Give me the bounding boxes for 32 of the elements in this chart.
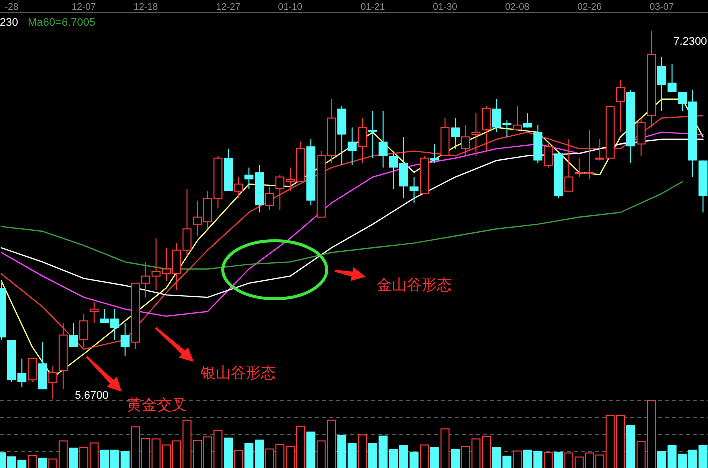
bar [513, 450, 522, 468]
x-tick-label: 01-10 [278, 2, 303, 13]
x-tick-label: 12-27 [216, 2, 241, 13]
annotation: 黄金交叉 [127, 397, 187, 414]
text: Ma60=6.7005 [28, 17, 96, 29]
x-tick-label: -28 [4, 2, 19, 13]
bar [430, 447, 440, 468]
bar [358, 434, 368, 468]
bar [420, 444, 430, 468]
bar [554, 452, 564, 468]
bar [38, 458, 48, 468]
annotation: 7.2300 [674, 36, 708, 48]
annotation: 金山谷形态 [377, 277, 452, 294]
bar [440, 428, 450, 468]
x-tick-label: 02-26 [578, 2, 602, 13]
bar [306, 432, 316, 468]
annotation: 银山谷形态 [200, 365, 276, 382]
x-tick-label: 02-08 [505, 2, 530, 13]
x-tick-label: 12-18 [134, 2, 158, 13]
x-tick-label: 01-21 [360, 2, 386, 13]
bar [234, 450, 244, 468]
bar [69, 448, 78, 468]
bar [451, 449, 460, 468]
x-tick-label: 12-07 [72, 2, 96, 13]
bar [28, 455, 37, 468]
x-tick-label: 03-07 [650, 2, 674, 13]
x-tick-label: 01-30 [433, 2, 458, 13]
annotation: 5.6700 [75, 390, 109, 402]
bar [224, 438, 234, 468]
text: 230 [0, 17, 18, 29]
bar [626, 425, 636, 468]
bar [544, 452, 553, 468]
